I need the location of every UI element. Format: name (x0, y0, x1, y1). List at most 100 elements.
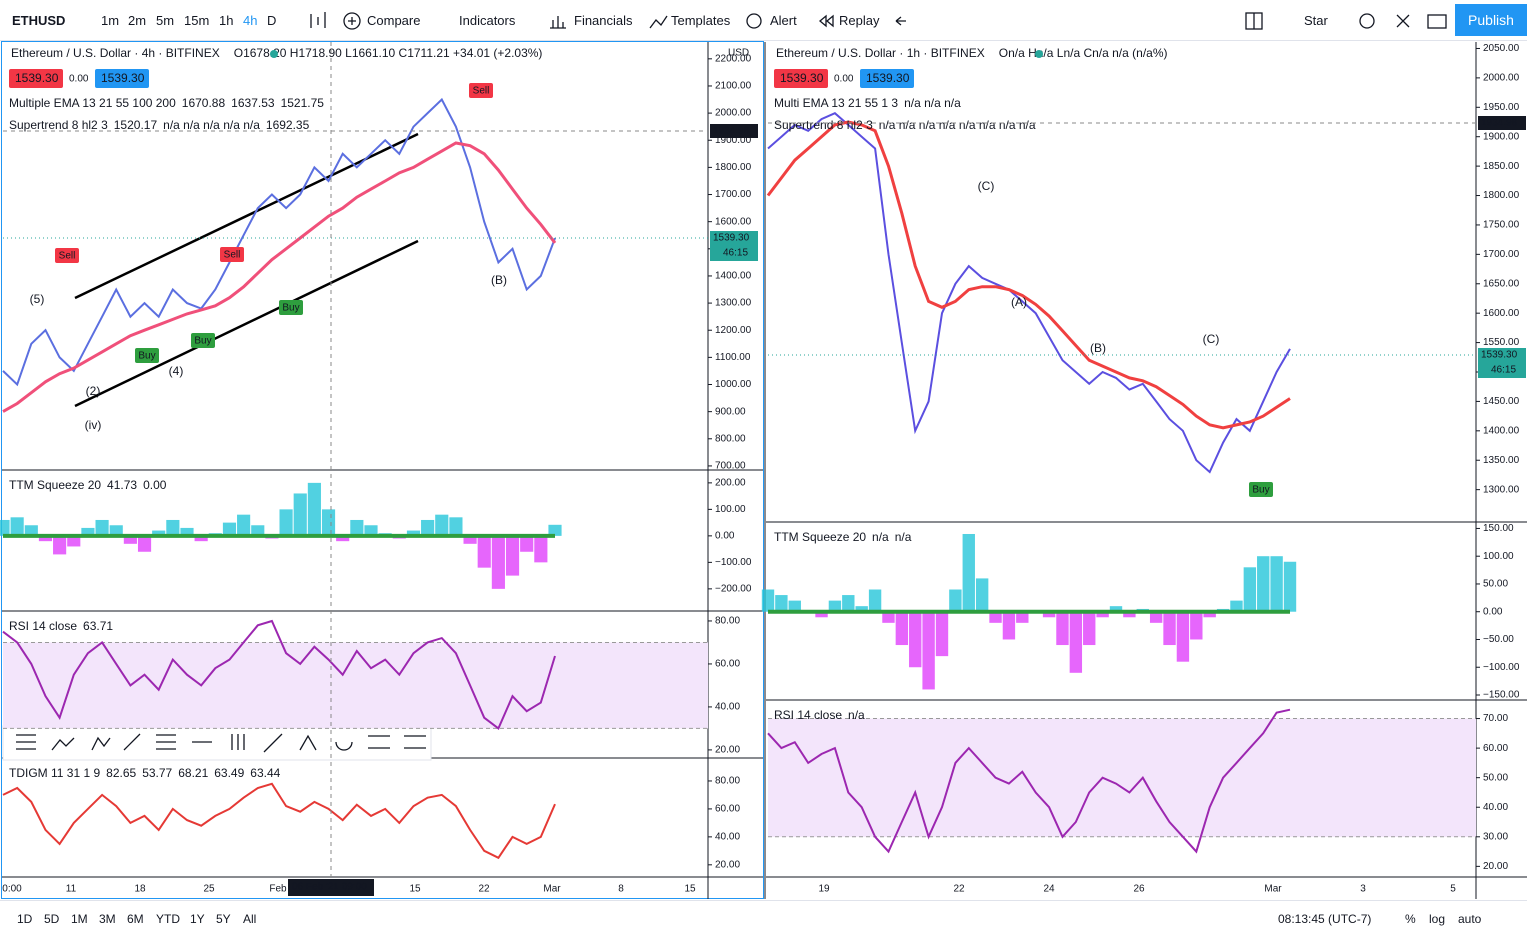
interval[interactable]: 1m (101, 13, 120, 28)
legend-text: Multi EMA 13 21 55 1 3 (774, 96, 898, 110)
legend-text: RSI 14 close (774, 708, 842, 722)
y-tick-label: 1600.00 (715, 216, 752, 227)
y-tick-label: −50.00 (1483, 634, 1514, 645)
y-tick-label: 60.00 (715, 659, 740, 670)
legend-text: 0.00 (143, 478, 167, 492)
histogram-bar (520, 535, 534, 552)
histogram-bar (1123, 611, 1136, 618)
price-badge-text: 1539.30 (101, 71, 145, 85)
y-tick-label: 100.00 (715, 504, 746, 515)
histogram-bar (1016, 611, 1029, 623)
range[interactable]: All (243, 912, 257, 926)
y-tick-label: 1700.00 (715, 189, 752, 200)
histogram-bar (962, 533, 975, 612)
histogram-bar (463, 535, 477, 544)
price-badge-text: 1539.30 (15, 71, 59, 85)
interval[interactable]: 5m (156, 13, 175, 28)
legend-text: n/a n/a n/a (904, 96, 961, 110)
histogram-bar (975, 578, 989, 612)
y-tick-label: 30.00 (1483, 831, 1508, 842)
histogram-bar (321, 509, 336, 536)
histogram-bar (788, 600, 801, 612)
channel-lines (74, 132, 419, 408)
histogram-bar (81, 527, 95, 536)
publish-button[interactable]: Publish (1455, 4, 1527, 36)
star-button[interactable]: Star (1304, 13, 1328, 28)
histogram-bar (307, 482, 321, 536)
histogram-bar (1176, 611, 1190, 662)
histogram-bar (95, 519, 109, 536)
range[interactable]: 5Y (216, 912, 231, 926)
histogram-bar (421, 519, 435, 536)
range[interactable]: YTD (156, 912, 180, 926)
histogram-bar (477, 535, 491, 568)
interval[interactable]: 2m (128, 13, 147, 28)
y-tick-label: 1600.00 (1483, 308, 1520, 319)
interval[interactable]: 4h (243, 13, 258, 28)
series-line (767, 112, 1291, 474)
histogram-bar (1190, 611, 1203, 640)
histogram-bar (491, 535, 505, 589)
legend-text: n/a n/a n/a n/a n/a n/a n/a n/a (879, 118, 1036, 132)
histogram-bar (0, 519, 10, 536)
alert-button[interactable]: Alert (770, 13, 797, 28)
range[interactable]: 1M (71, 912, 88, 926)
interval[interactable]: 1h (219, 13, 234, 28)
rsi-band (3, 642, 708, 729)
log-toggle[interactable]: log (1429, 912, 1446, 926)
histogram-bar (435, 514, 449, 536)
histogram-bar (180, 527, 194, 536)
y-tick-label: 2100.00 (715, 81, 752, 92)
y-tick-label: 2000.00 (1483, 73, 1520, 84)
price-badge (860, 69, 914, 88)
percent-toggle[interactable]: % (1405, 912, 1416, 926)
y-tick-label: 20.00 (715, 859, 740, 870)
y-tick-label: 1650.00 (1483, 278, 1520, 289)
histogram-bar (1149, 611, 1163, 623)
histogram-bar (449, 517, 463, 536)
legend-text: 1670.88 (182, 96, 226, 110)
wave-label: Buy (194, 336, 211, 347)
y-tick-label: 40.00 (1483, 802, 1508, 813)
histogram-bar (166, 519, 180, 536)
price-badge-text: 0.00 (69, 74, 89, 85)
legend-text: n/a n/a n/a n/a n/a (163, 118, 260, 132)
legend-text: 1521.75 (281, 96, 325, 110)
templates-button[interactable]: Templates (671, 13, 731, 28)
replay-button[interactable]: Replay (839, 13, 880, 28)
wave-label: (iv) (85, 418, 102, 432)
x-tick-label: Mar (543, 884, 561, 895)
histogram-bar (364, 525, 378, 536)
series-line (2, 619, 556, 730)
financials-button[interactable]: Financials (574, 13, 633, 28)
legend-text: O1678.20 H1718.90 L1661.10 C1711.21 +34.… (234, 46, 543, 60)
range[interactable]: 6M (127, 912, 144, 926)
histogram-bar (1203, 611, 1216, 618)
interval[interactable]: 15m (184, 13, 210, 28)
y-tick-label: 1300.00 (1483, 484, 1520, 495)
y-tick-label: 1850.00 (1483, 161, 1520, 172)
histogram-bar (24, 525, 38, 536)
interval[interactable]: D (267, 13, 277, 28)
charts: 700.00 800.00 900.00 1000.00 1100.00 1200.00 1… (0, 12, 1527, 899)
range[interactable]: 3M (99, 912, 116, 926)
histogram-bar (251, 525, 265, 536)
last-price-bg (710, 231, 758, 261)
legend-text: 63.49 (214, 766, 244, 780)
histogram-bar (123, 535, 137, 544)
y-tick-label: 2050.00 (1483, 43, 1520, 54)
y-tick-label: 1800.00 (1483, 190, 1520, 201)
range[interactable]: 1Y (190, 912, 205, 926)
compare-button[interactable]: Compare (367, 13, 421, 28)
signal-tag (55, 248, 79, 263)
auto-toggle[interactable]: auto (1458, 912, 1482, 926)
range[interactable]: 1D (17, 912, 33, 926)
price-badge (95, 69, 149, 88)
clock: 08:13:45 (UTC-7) (1278, 912, 1372, 926)
indicators-button[interactable]: Indicators (459, 13, 516, 28)
countdown-label: 46:15 (1491, 365, 1516, 376)
symbol[interactable]: ETHUSD (12, 13, 66, 28)
range[interactable]: 5D (44, 912, 60, 926)
histogram-bar (279, 509, 293, 536)
y-tick-label: 40.00 (715, 702, 740, 713)
